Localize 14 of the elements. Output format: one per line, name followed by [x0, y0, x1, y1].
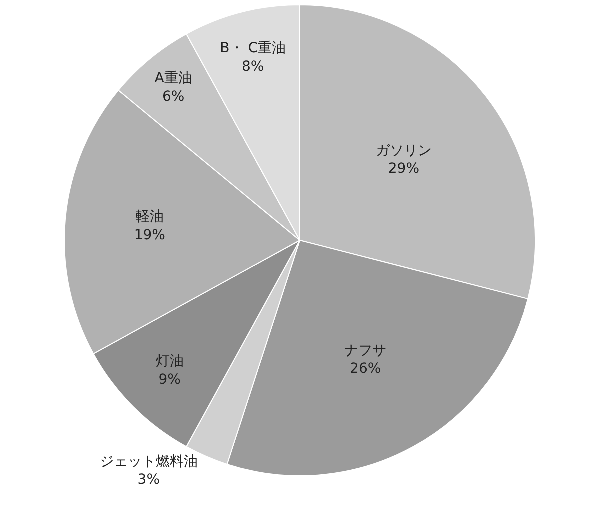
data-label: 6% [162, 88, 185, 105]
data-label: 3% [138, 472, 160, 488]
data-label: 19% [134, 227, 166, 244]
data-label: 9% [158, 372, 181, 388]
data-label: 26% [350, 360, 382, 377]
slice-label: B・ C重油 [220, 40, 286, 57]
slice-label: ガソリン [376, 142, 432, 159]
slice-label: A重油 [154, 70, 192, 87]
slice-label: 軽油 [136, 209, 164, 226]
data-label: 8% [242, 58, 264, 75]
data-label: 29% [388, 160, 420, 177]
slice-label: ジェット燃料油 [100, 454, 198, 470]
slice-label: 灯油 [156, 354, 184, 370]
slice-label: ナフサ [344, 342, 387, 359]
